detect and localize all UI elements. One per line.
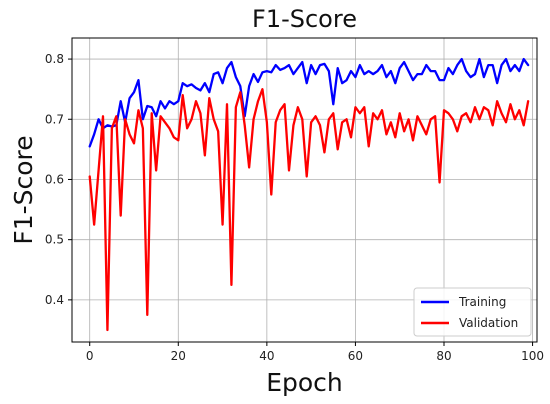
tick-layer: 0 20 40 60 80 100 0.4 0.5 0.6 0.7 0.8	[45, 52, 544, 363]
series-line-training	[88, 57, 530, 148]
y-tick-label: 0.7	[45, 112, 64, 126]
x-tick-label: 80	[436, 349, 451, 363]
plot-frame	[71, 37, 538, 343]
x-tick-label: 40	[259, 349, 274, 363]
x-tick-label: 20	[171, 349, 186, 363]
legend-label: Training	[458, 295, 506, 309]
chart-title: F1-Score	[252, 5, 357, 33]
x-axis-label: Epoch	[266, 368, 343, 397]
y-tick-label: 0.8	[45, 52, 64, 66]
y-tick-label: 0.5	[45, 233, 64, 247]
x-tick-label: 100	[521, 349, 544, 363]
y-tick-label: 0.6	[45, 172, 64, 186]
grid-lines	[72, 38, 537, 342]
series-layer	[88, 57, 530, 332]
legend-label: Validation	[459, 316, 518, 330]
x-tick-label: 60	[348, 349, 363, 363]
legend: Training Validation	[413, 287, 532, 337]
y-axis-label: F1-Score	[9, 135, 38, 244]
x-tick-label: 0	[86, 349, 94, 363]
y-tick-label: 0.4	[45, 293, 64, 307]
series-line-validation	[88, 88, 530, 332]
